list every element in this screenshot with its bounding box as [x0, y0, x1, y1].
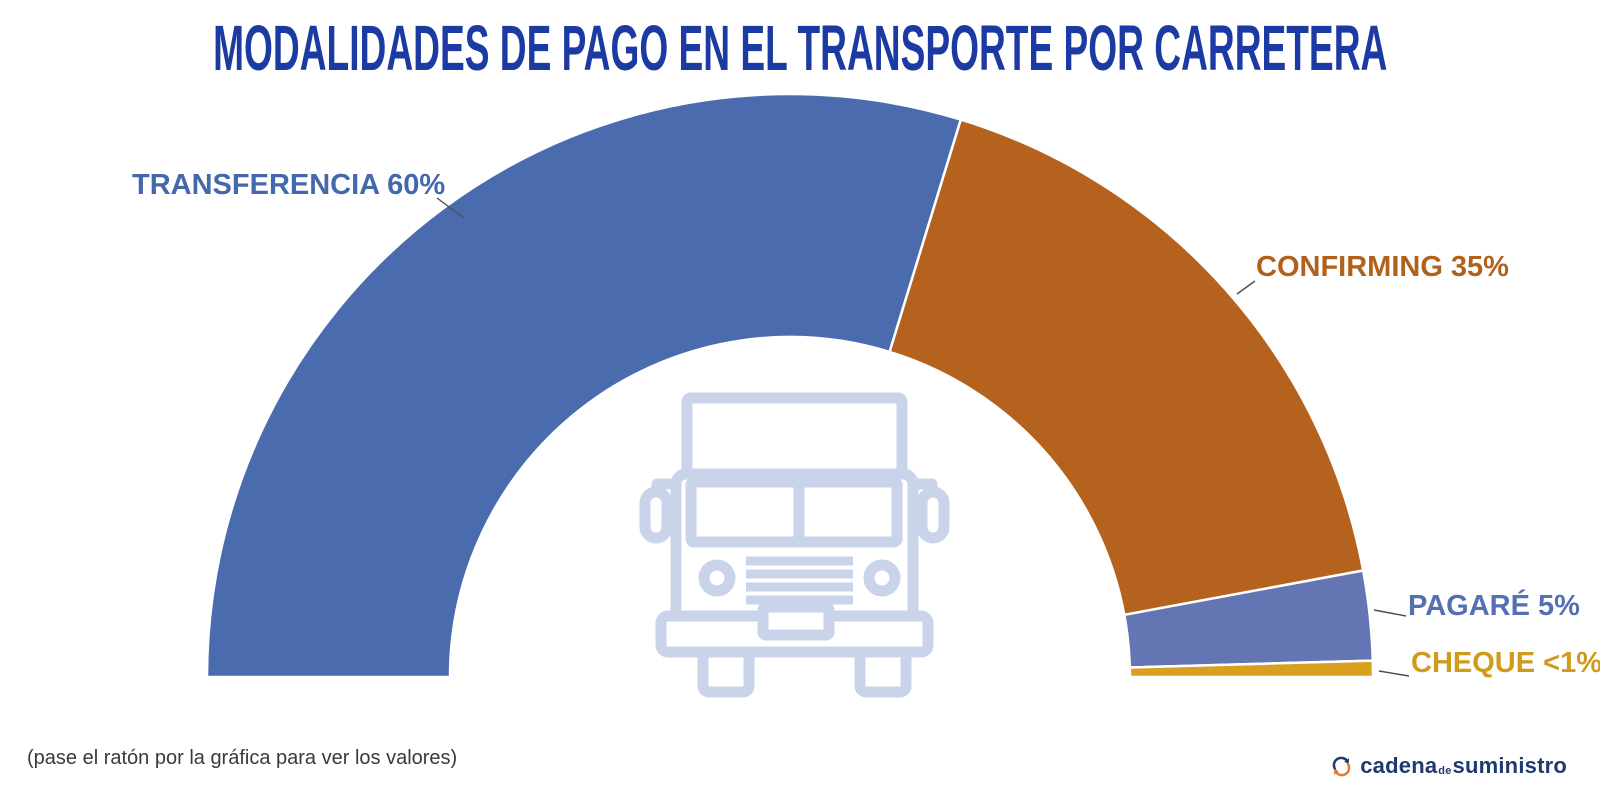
segment-cheque[interactable] [1128, 659, 1375, 679]
leader-line-cheque [1378, 670, 1410, 677]
segment-transferencia[interactable] [205, 92, 963, 679]
donut-segments [205, 92, 1375, 679]
segment-confirming[interactable] [888, 118, 1365, 617]
label-leader-lines [436, 197, 1410, 677]
leader-line-pagare [1373, 609, 1407, 617]
cycle-arrows-icon [1332, 756, 1351, 776]
brand-logo-text: cadena de suministro [1360, 753, 1567, 779]
logo-word-de: de [1438, 765, 1452, 777]
brand-logo: cadena de suministro [1330, 753, 1567, 779]
leader-line-transferencia [436, 197, 465, 219]
logo-word-cadena: cadena [1360, 753, 1438, 778]
logo-word-suministro: suministro [1452, 753, 1567, 778]
leader-line-confirming [1236, 280, 1256, 295]
hover-hint: (pase el ratón por la gráfica para ver l… [27, 747, 458, 769]
truck-front-icon [639, 392, 950, 698]
